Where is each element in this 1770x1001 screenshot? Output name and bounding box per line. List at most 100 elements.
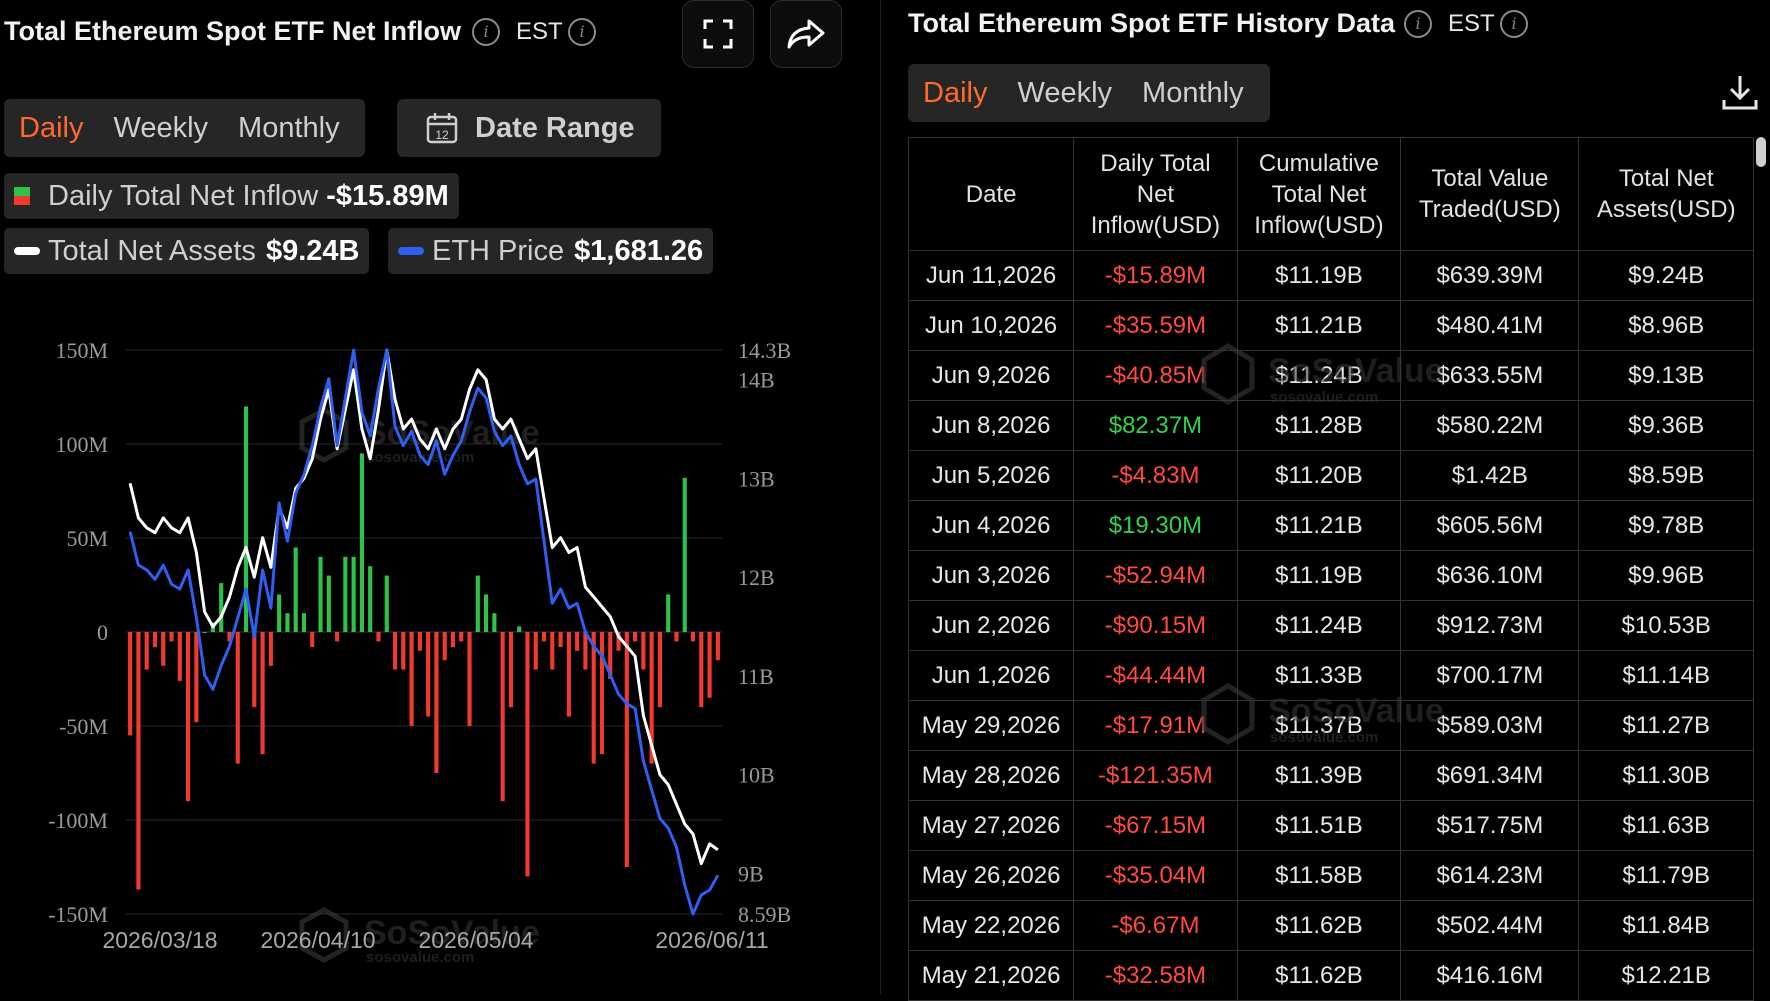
inflow-bar[interactable]	[351, 556, 356, 632]
inflow-bar[interactable]	[301, 613, 307, 632]
inflow-bar[interactable]	[624, 632, 629, 867]
inflow-bar[interactable]	[566, 632, 571, 717]
inflow-bar[interactable]	[186, 632, 191, 802]
inflow-bar[interactable]	[293, 547, 298, 632]
inflow-bar[interactable]	[508, 632, 513, 708]
inflow-bar[interactable]	[318, 556, 323, 632]
timezone-info-icon[interactable]: i	[568, 18, 596, 46]
inflow-bar[interactable]	[243, 406, 249, 632]
legend-total-net-assets[interactable]: Total Net Assets $9.24B	[4, 228, 370, 274]
inflow-bar[interactable]	[202, 632, 207, 633]
inflow-bar[interactable]	[401, 632, 406, 670]
inflow-bar[interactable]	[343, 556, 348, 632]
inflow-bar[interactable]	[541, 632, 547, 642]
history-timezone-info-icon[interactable]: i	[1500, 10, 1528, 38]
inflow-bar[interactable]	[136, 632, 141, 890]
inflow-bar[interactable]	[608, 632, 613, 679]
inflow-bar[interactable]	[161, 632, 166, 666]
inflow-bar[interactable]	[666, 594, 671, 632]
fullscreen-button[interactable]	[682, 0, 754, 68]
download-button[interactable]	[1720, 72, 1760, 117]
table-row[interactable]: May 21,2026 -$32.58M $11.62B $416.16M $12.21…	[907, 950, 1754, 1001]
inflow-bar[interactable]	[194, 632, 199, 723]
inflow-bar[interactable]	[525, 632, 530, 877]
table-row[interactable]: Jun 2,2026 -$90.15M $11.24B $912.73M $10.53B	[907, 600, 1754, 651]
table-row[interactable]: Jun 4,2026 $19.30M $11.21B $605.56M $9.78B	[907, 500, 1754, 551]
inflow-bar[interactable]	[649, 632, 654, 764]
inflow-bar[interactable]	[169, 632, 174, 642]
inflow-bar[interactable]	[219, 583, 224, 632]
share-button[interactable]	[770, 0, 842, 68]
legend-daily-inflow[interactable]: Daily Total Net Inflow -$15.89M	[4, 173, 459, 219]
total-net-assets-line[interactable]	[128, 348, 719, 866]
table-row[interactable]: Jun 3,2026 -$52.94M $11.19B $636.10M $9.96B	[907, 550, 1754, 601]
table-row[interactable]: Jun 1,2026 -$44.44M $11.33B $700.17M $11.14B	[907, 650, 1754, 701]
inflow-bar[interactable]	[268, 632, 273, 666]
date-range-button[interactable]: 12 Date Range	[397, 99, 661, 157]
inflow-bar[interactable]	[310, 632, 315, 648]
inflow-bar[interactable]	[707, 632, 712, 698]
inflow-bar[interactable]	[368, 566, 373, 632]
inflow-bar[interactable]	[484, 594, 489, 632]
inflow-bar[interactable]	[517, 626, 522, 632]
inflow-bar[interactable]	[459, 632, 464, 642]
table-row[interactable]: May 26,2026 -$35.04M $11.58B $614.23M $11.79…	[907, 850, 1754, 901]
inflow-bar[interactable]	[575, 632, 580, 651]
inflow-bar[interactable]	[690, 632, 696, 642]
inflow-bar[interactable]	[384, 575, 389, 632]
net-inflow-chart[interactable]: 150M 100M 50M 0 -50M -100M -150M 14.3B 14B 13B 12B…	[0, 320, 880, 970]
table-row[interactable]: Jun 5,2026 -$4.83M $11.20B $1.42B $8.59B	[907, 450, 1754, 501]
inflow-bar[interactable]	[409, 632, 414, 726]
table-row[interactable]: Jun 10,2026 -$35.59M $11.21B $480.41M $8.96B	[907, 300, 1754, 351]
inflow-bar[interactable]	[285, 613, 290, 632]
inflow-bar[interactable]	[335, 632, 340, 642]
inflow-bar[interactable]	[252, 632, 257, 708]
inflow-bar[interactable]	[599, 632, 605, 755]
inflow-bar[interactable]	[359, 453, 364, 632]
inflow-bar[interactable]	[475, 575, 480, 632]
inflow-bar[interactable]	[657, 632, 662, 708]
inflow-bar[interactable]	[326, 575, 331, 632]
inflow-bar[interactable]	[144, 632, 149, 670]
chart-tab-weekly[interactable]: Weekly	[113, 111, 209, 144]
inflow-bar[interactable]	[500, 632, 505, 802]
eth-price-line[interactable]	[128, 348, 720, 916]
inflow-bar[interactable]	[492, 613, 497, 632]
history-tab-monthly[interactable]: Monthly	[1142, 76, 1244, 109]
inflow-bar[interactable]	[376, 632, 381, 642]
table-row[interactable]: Jun 9,2026 -$40.85M $11.24B $633.55M $9.13B	[907, 350, 1754, 401]
inflow-bar[interactable]	[591, 632, 596, 764]
inflow-bar[interactable]	[277, 594, 282, 632]
inflow-bar[interactable]	[235, 632, 240, 764]
inflow-bar[interactable]	[442, 632, 447, 661]
inflow-bar[interactable]	[558, 632, 563, 648]
inflow-bar[interactable]	[227, 632, 232, 642]
table-row[interactable]: May 28,2026 -$121.35M $11.39B $691.34M $11.3…	[907, 750, 1754, 801]
inflow-bar[interactable]	[152, 632, 158, 648]
inflow-bar[interactable]	[682, 477, 687, 632]
table-row[interactable]: Jun 8,2026 $82.37M $11.28B $580.22M $9.36B	[907, 400, 1754, 451]
inflow-bar[interactable]	[128, 632, 133, 736]
inflow-bar[interactable]	[177, 632, 182, 681]
inflow-bar[interactable]	[550, 632, 555, 670]
table-row[interactable]: Jun 11,2026 -$15.89M $11.19B $639.39M $9.24B	[907, 250, 1754, 301]
inflow-bar[interactable]	[392, 632, 398, 670]
inflow-bar[interactable]	[633, 632, 638, 642]
inflow-bar[interactable]	[699, 632, 704, 708]
chart-tab-daily[interactable]: Daily	[19, 111, 84, 144]
legend-eth-price[interactable]: ETH Price $1,681.26	[388, 228, 714, 274]
inflow-bar[interactable]	[434, 632, 439, 773]
inflow-bar[interactable]	[533, 632, 538, 670]
inflow-bar[interactable]	[641, 632, 646, 670]
history-tab-daily[interactable]: Daily	[923, 76, 988, 109]
table-row[interactable]: May 22,2026 -$6.67M $11.62B $502.44M $11.84B	[907, 900, 1754, 951]
inflow-bar[interactable]	[426, 632, 431, 717]
history-title-info-icon[interactable]: i	[1404, 10, 1432, 38]
table-scrollbar[interactable]	[1756, 137, 1766, 167]
inflow-bar[interactable]	[260, 632, 265, 755]
inflow-bar[interactable]	[616, 632, 621, 651]
chart-tab-monthly[interactable]: Monthly	[238, 111, 340, 144]
inflow-bar[interactable]	[467, 632, 472, 726]
inflow-bar[interactable]	[417, 632, 422, 651]
inflow-bar[interactable]	[583, 632, 588, 670]
